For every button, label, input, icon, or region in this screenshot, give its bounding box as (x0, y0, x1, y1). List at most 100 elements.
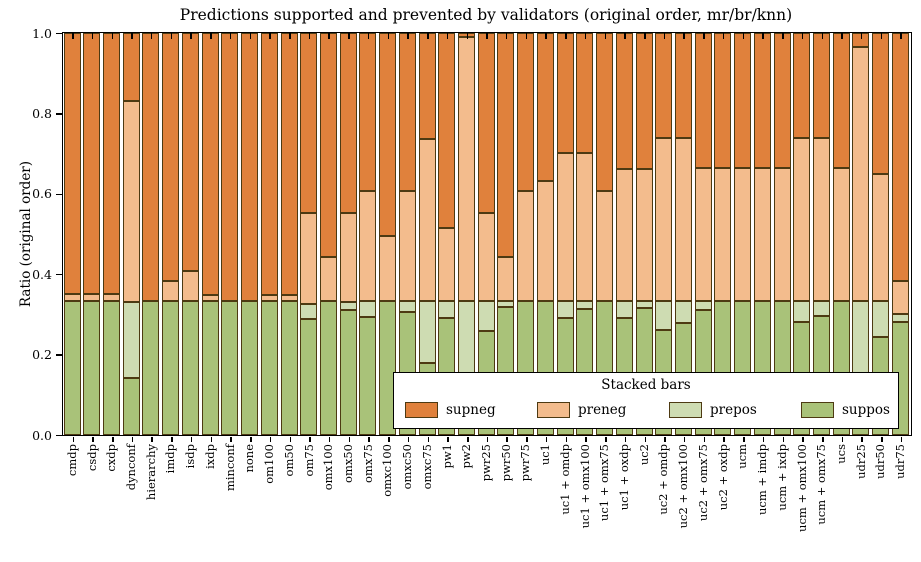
bar-segment-supneg (339, 33, 357, 214)
x-tick-mark-top (348, 33, 350, 39)
x-tick-mark (328, 437, 331, 442)
bar-segment-suppos (122, 377, 140, 435)
bar-segment-preneg (201, 295, 219, 302)
x-tick-label: uc1 + omx100 (577, 444, 592, 529)
bar-segment-prepos (813, 301, 830, 317)
x-tick-label: omx75 (360, 444, 375, 483)
x-tick-mark (486, 437, 489, 442)
x-tick-mark (309, 437, 311, 442)
x-tick-mark (447, 437, 449, 442)
bar-dynconf (122, 33, 140, 435)
bar-segment-prepos (872, 301, 890, 337)
x-tick-mark (782, 437, 785, 442)
bar-segment-supneg (398, 33, 416, 192)
bar-segment-suppos (103, 301, 121, 435)
x-tick-label: pw1 (439, 444, 454, 469)
bar-segment-preneg (379, 236, 397, 302)
bar-pw1 (438, 33, 456, 435)
x-tick-label: csdp (84, 444, 99, 472)
bar-segment-suppos (319, 301, 337, 435)
y-tick-mark (56, 193, 62, 196)
bar-segment-preneg (260, 295, 278, 302)
bar-segment-prepos (398, 301, 416, 312)
bar-imdp (162, 33, 180, 435)
bar-segment-preneg (359, 191, 377, 302)
bar-segment-prepos (339, 301, 357, 311)
x-tick-label: ucm + omx75 (814, 444, 829, 525)
bar-segment-suppos (63, 301, 81, 435)
x-tick-mark-top (545, 33, 547, 39)
bar-segment-supneg (674, 33, 692, 139)
x-tick-label: udr75 (893, 444, 908, 479)
x-tick-label: omx50 (340, 444, 355, 483)
bar-segment-supneg (793, 33, 811, 138)
bar-segment-supneg (221, 33, 239, 302)
x-tick-mark-top (722, 33, 725, 39)
bar-udr25 (852, 33, 870, 435)
bar-segment-suppos (359, 317, 377, 435)
y-tick-label: 0.6 (32, 186, 52, 202)
x-tick-label: om75 (301, 444, 316, 477)
x-tick-label: none (242, 444, 257, 473)
x-tick-mark-top (624, 33, 626, 39)
x-tick-mark-top (525, 33, 528, 39)
x-tick-mark (802, 437, 804, 442)
x-tick-mark (388, 437, 390, 442)
bar-segment-supneg (714, 33, 732, 169)
bar-segment-suppos (260, 301, 278, 435)
bar-segment-prepos (300, 303, 318, 319)
bar-segment-prepos (615, 301, 633, 319)
bar-segment-supneg (734, 33, 752, 169)
x-tick-mark-top (584, 33, 587, 39)
x-tick-mark-top (210, 33, 212, 39)
bar-segment-preneg (576, 152, 594, 302)
x-tick-label: omxc100 (380, 444, 395, 497)
bar-segment-supneg (280, 33, 298, 296)
bar-segment-prepos (694, 301, 712, 311)
bar-none (241, 33, 259, 435)
bar-segment-supneg (694, 33, 712, 169)
x-tick-mark (131, 437, 134, 442)
x-tick-mark-top (762, 33, 764, 39)
x-tick-mark-top (644, 33, 646, 39)
x-tick-mark-top (190, 33, 192, 39)
bar-segment-supneg (142, 33, 160, 302)
x-tick-mark (762, 437, 765, 442)
x-tick-mark (703, 437, 706, 442)
x-tick-mark (467, 437, 469, 442)
x-tick-label: pwr25 (479, 444, 493, 482)
bar-segment-preneg (517, 190, 535, 302)
y-tick-mark (56, 32, 62, 35)
bar-segment-suppos (201, 301, 219, 435)
bar-segment-supneg (260, 33, 278, 296)
x-tick-mark (92, 437, 94, 442)
x-tick-label: omx100 (321, 444, 336, 491)
legend-swatch-suppos (801, 402, 834, 418)
bar-segment-suppos (300, 318, 318, 435)
x-tick-mark-top (328, 33, 330, 39)
x-tick-mark-top (821, 33, 823, 39)
x-tick-mark-top (387, 33, 390, 39)
x-tick-mark (683, 437, 686, 442)
bar-segment-prepos (122, 301, 140, 378)
bar-segment-preneg (734, 168, 752, 302)
legend-item-preneg: preneg (537, 402, 626, 418)
x-tick-label: ixdp (202, 444, 217, 469)
bar-segment-supneg (615, 33, 633, 169)
x-tick-mark-top (841, 33, 843, 39)
x-tick-label: omxc75 (419, 444, 434, 490)
bar-segment-preneg (753, 168, 771, 302)
bar-segment-preneg (319, 257, 337, 302)
x-tick-label: pw2 (459, 444, 474, 469)
bar-segment-supneg (477, 33, 495, 213)
bar-hierarchy (142, 33, 160, 435)
x-tick-mark-top (486, 33, 488, 39)
x-tick-label: om100 (262, 444, 277, 484)
x-tick-mark-top (446, 33, 449, 39)
x-tick-label: uc2 + omx100 (676, 444, 691, 529)
legend-item-supneg: supneg (405, 402, 496, 418)
bar-segment-prepos (576, 301, 594, 309)
x-tick-mark-top (367, 33, 370, 39)
bar-segment-prepos (635, 301, 653, 308)
